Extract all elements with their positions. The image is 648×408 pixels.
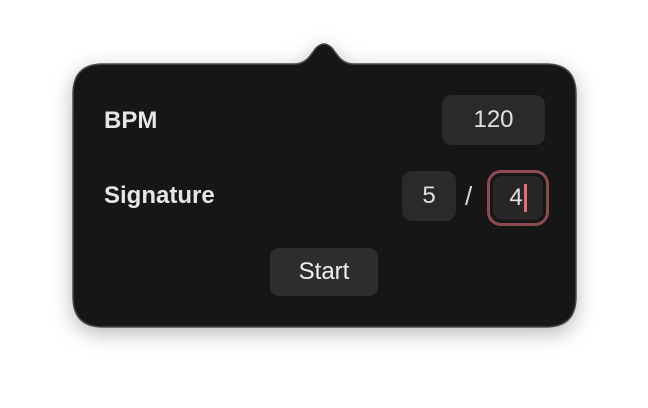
signature-denominator-input[interactable]: 4 [493, 176, 543, 220]
start-button[interactable]: Start [270, 248, 378, 296]
signature-separator: / [465, 181, 473, 211]
bpm-label: BPM [104, 107, 158, 134]
text-caret [523, 184, 527, 212]
signature-numerator-input[interactable]: 5 [402, 171, 456, 221]
signature-denominator-focus-ring: 4 [487, 170, 549, 226]
signature-denominator-value: 4 [509, 184, 523, 211]
signature-label: Signature [104, 182, 215, 209]
metronome-popover: BPM 120 Signature 5 / 4 Start [73, 64, 576, 327]
bpm-input[interactable]: 120 [442, 95, 545, 145]
